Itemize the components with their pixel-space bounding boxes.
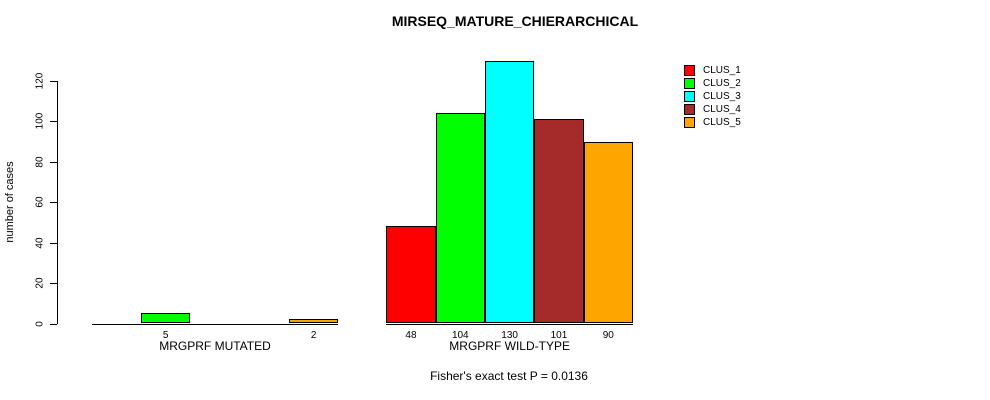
- subtitle-fisher-test: Fisher's exact test P = 0.0136: [430, 369, 588, 383]
- legend-label: CLUS_3: [703, 91, 741, 102]
- legend-row: CLUS_5: [684, 117, 741, 128]
- bar-clus_2: [141, 313, 191, 324]
- legend-label: CLUS_2: [703, 78, 741, 89]
- y-tick-label: 40: [34, 237, 46, 249]
- bar-clus_4: [534, 119, 584, 324]
- legend-swatch-icon: [684, 117, 695, 128]
- legend-label: CLUS_4: [703, 104, 741, 115]
- bar-clus_5: [583, 141, 633, 324]
- bar-value-label: 90: [602, 330, 614, 341]
- bar-value-label: 101: [550, 330, 568, 341]
- y-tick-label: 20: [34, 277, 46, 289]
- bar-value-label: 2: [310, 330, 317, 341]
- bar-clus_2: [435, 113, 485, 324]
- group-baseline: [386, 323, 633, 325]
- legend-row: CLUS_1: [684, 65, 741, 76]
- x-group-label: MRGPRF MUTATED: [159, 339, 271, 353]
- y-tick-mark: [50, 283, 57, 285]
- y-tick-label: 60: [34, 196, 46, 208]
- legend-row: CLUS_3: [684, 91, 741, 102]
- legend-swatch-icon: [684, 78, 695, 89]
- y-tick-mark: [50, 323, 57, 325]
- y-tick-label: 100: [34, 113, 46, 130]
- y-tick-mark: [50, 202, 57, 204]
- y-tick-mark: [50, 242, 57, 244]
- legend-row: CLUS_4: [684, 104, 741, 115]
- y-tick-mark: [50, 121, 57, 123]
- legend-label: CLUS_1: [703, 65, 741, 76]
- legend-swatch-icon: [684, 91, 695, 102]
- y-axis-line: [57, 80, 58, 325]
- y-tick-label: 0: [34, 320, 46, 327]
- bar-value-label: 5: [162, 330, 169, 341]
- legend-label: CLUS_5: [703, 117, 741, 128]
- legend: CLUS_1 CLUS_2 CLUS_3 CLUS_4 CLUS_5: [684, 65, 741, 128]
- y-tick-mark: [50, 80, 57, 82]
- x-group-label: MRGPRF WILD-TYPE: [449, 339, 570, 353]
- bar-value-label: 48: [405, 330, 417, 341]
- legend-row: CLUS_2: [684, 78, 741, 89]
- bar-value-label: 130: [501, 330, 518, 341]
- bar-clus_3: [484, 60, 535, 324]
- chart-title: MIRSEQ_MATURE_CHIERARCHICAL: [391, 13, 639, 29]
- bar-clus_5: [289, 319, 339, 324]
- bar-value-label: 104: [451, 330, 469, 341]
- bar-clus_1: [386, 226, 436, 324]
- legend-swatch-icon: [684, 65, 695, 76]
- group-baseline: [91, 323, 339, 325]
- y-tick-mark: [50, 161, 57, 163]
- y-tick-label: 80: [34, 156, 46, 168]
- y-tick-label: 120: [34, 72, 46, 90]
- legend-swatch-icon: [684, 104, 695, 115]
